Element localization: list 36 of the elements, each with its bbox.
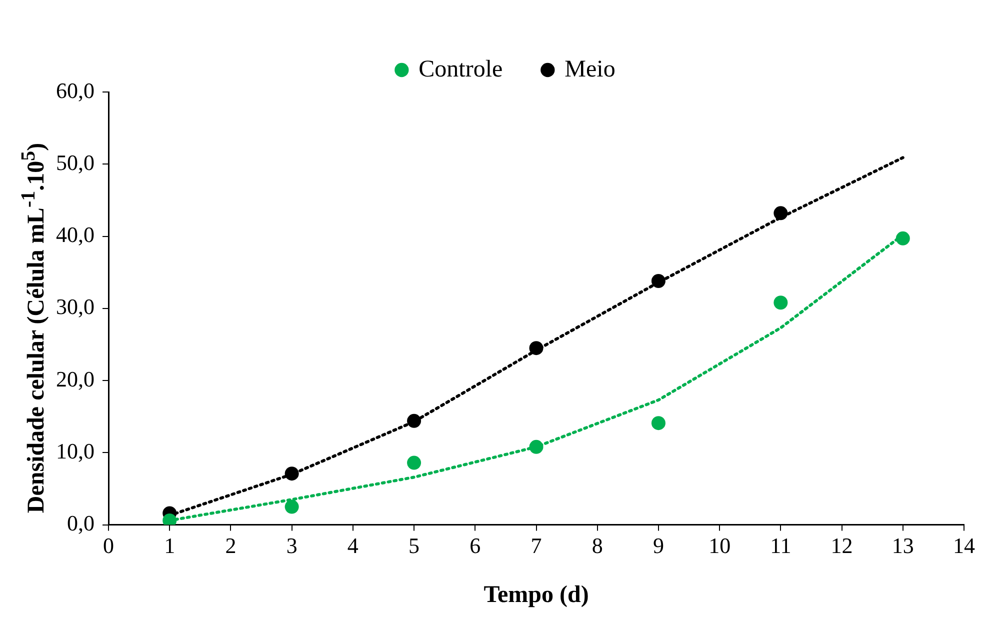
point (407, 414, 422, 428)
y-tick-label: 60,0 (56, 78, 94, 103)
legend-label: Controle (418, 56, 503, 82)
x-tick-label: 11 (770, 532, 792, 558)
x-axis-title: Tempo (d) (484, 582, 589, 608)
x-tick-label: 0 (103, 532, 114, 558)
point (774, 206, 788, 220)
y-tick-label: 40,0 (56, 222, 94, 248)
x-tick-label: 6 (470, 532, 481, 558)
point (529, 440, 544, 454)
point (651, 416, 666, 430)
point (896, 231, 910, 246)
point (529, 341, 544, 356)
x-tick-label: 9 (652, 532, 664, 558)
y-tick-label: 0,0 (67, 510, 94, 536)
point (651, 274, 666, 288)
point (774, 296, 788, 310)
x-tick-label: 2 (225, 532, 236, 558)
x-tick-label: 7 (530, 532, 542, 558)
point (407, 456, 422, 470)
legend-label: Meio (564, 56, 616, 82)
x-tick-label: 1 (164, 532, 176, 558)
x-tick-label: 14 (953, 532, 975, 558)
y-tick-label: 30,0 (56, 294, 94, 320)
x-tick-label: 5 (408, 532, 420, 558)
x-tick-label: 12 (830, 532, 853, 558)
x-tick-label: 3 (286, 532, 298, 558)
x-tick-label: 4 (347, 532, 358, 558)
y-tick-label: 50,0 (56, 150, 94, 175)
point (284, 466, 299, 481)
y-tick-label: 20,0 (56, 366, 94, 392)
x-tick-label: 10 (708, 532, 731, 558)
point (284, 500, 299, 514)
y-tick-label: 10,0 (56, 438, 94, 464)
x-tick-label: 13 (892, 532, 914, 558)
x-tick-label: 8 (592, 532, 603, 558)
